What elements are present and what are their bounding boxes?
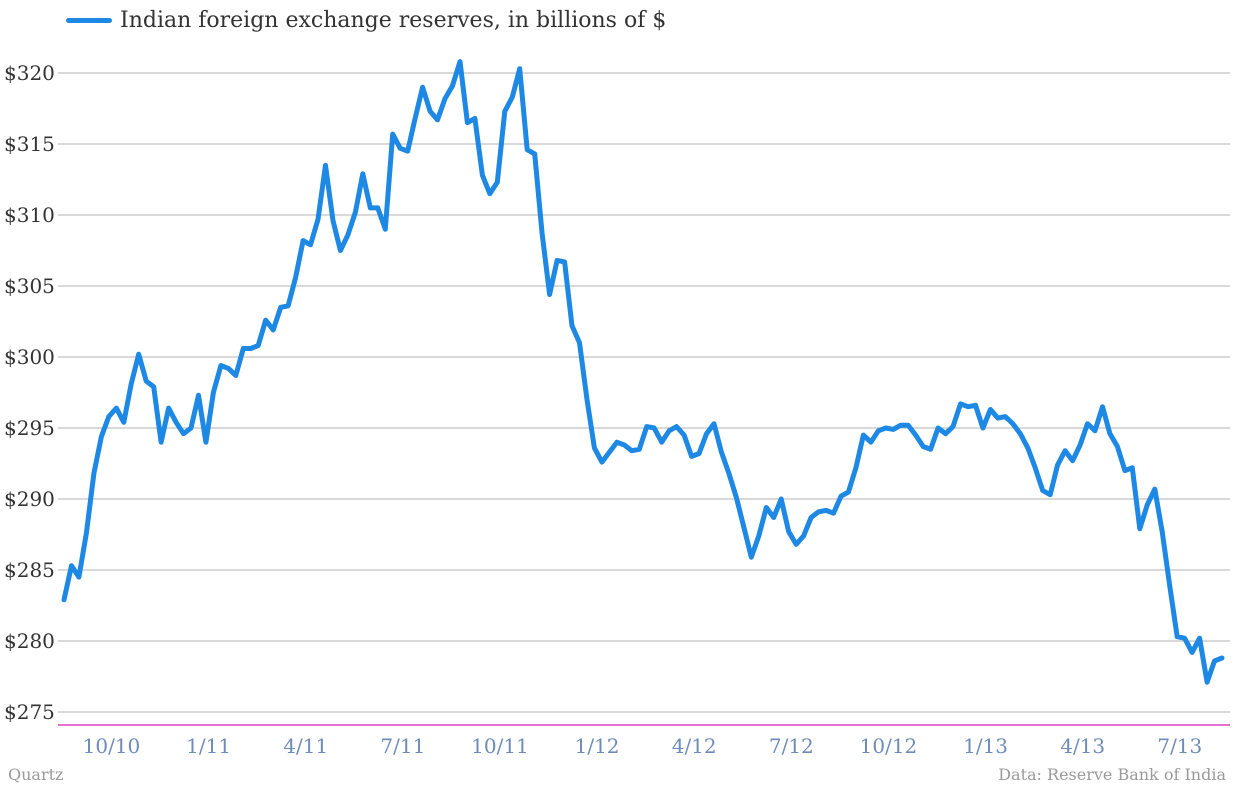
y-tick-label: $290 bbox=[4, 487, 55, 511]
x-tick-label: 1/13 bbox=[963, 734, 1008, 758]
y-tick-label: $295 bbox=[4, 416, 55, 440]
y-tick-label: $300 bbox=[4, 345, 55, 369]
x-tick-label: 4/11 bbox=[283, 734, 328, 758]
x-tick-label: 4/12 bbox=[672, 734, 717, 758]
footer-source-right: Data: Reserve Bank of India bbox=[998, 765, 1226, 784]
y-tick-label: $305 bbox=[4, 274, 55, 298]
y-tick-label: $310 bbox=[4, 203, 55, 227]
legend-label: Indian foreign exchange reserves, in bil… bbox=[120, 7, 667, 33]
series-line bbox=[61, 59, 1225, 685]
x-tick-label: 10/11 bbox=[471, 734, 529, 758]
y-tick-label: $285 bbox=[4, 558, 55, 582]
x-tick-label: 7/11 bbox=[380, 734, 425, 758]
y-axis-tick-labels: $275 $280 $285 $290 $295 $300 $305 $310 $315 $320 bbox=[4, 61, 55, 724]
x-tick-label: 7/12 bbox=[769, 734, 814, 758]
x-tick-label: 4/13 bbox=[1060, 734, 1105, 758]
chart-legend: Indian foreign exchange reserves, in bil… bbox=[66, 3, 666, 37]
gridlines bbox=[58, 72, 1230, 713]
x-tick-label: 1/12 bbox=[575, 734, 620, 758]
x-axis-tick-labels: 10/10 1/11 4/11 7/11 10/11 1/12 4/12 7/12 10/12 1… bbox=[83, 734, 1203, 758]
x-tick-label: 1/11 bbox=[186, 734, 231, 758]
y-tick-label: $315 bbox=[4, 132, 55, 156]
x-tick-label: 10/12 bbox=[860, 734, 918, 758]
y-tick-label: $320 bbox=[4, 61, 55, 85]
y-tick-label: $275 bbox=[4, 700, 55, 724]
x-tick-label: 7/13 bbox=[1157, 734, 1202, 758]
y-tick-label: $280 bbox=[4, 629, 55, 653]
legend-swatch bbox=[66, 17, 112, 23]
footer-source-left: Quartz bbox=[8, 765, 63, 784]
x-tick-label: 10/10 bbox=[83, 734, 141, 758]
